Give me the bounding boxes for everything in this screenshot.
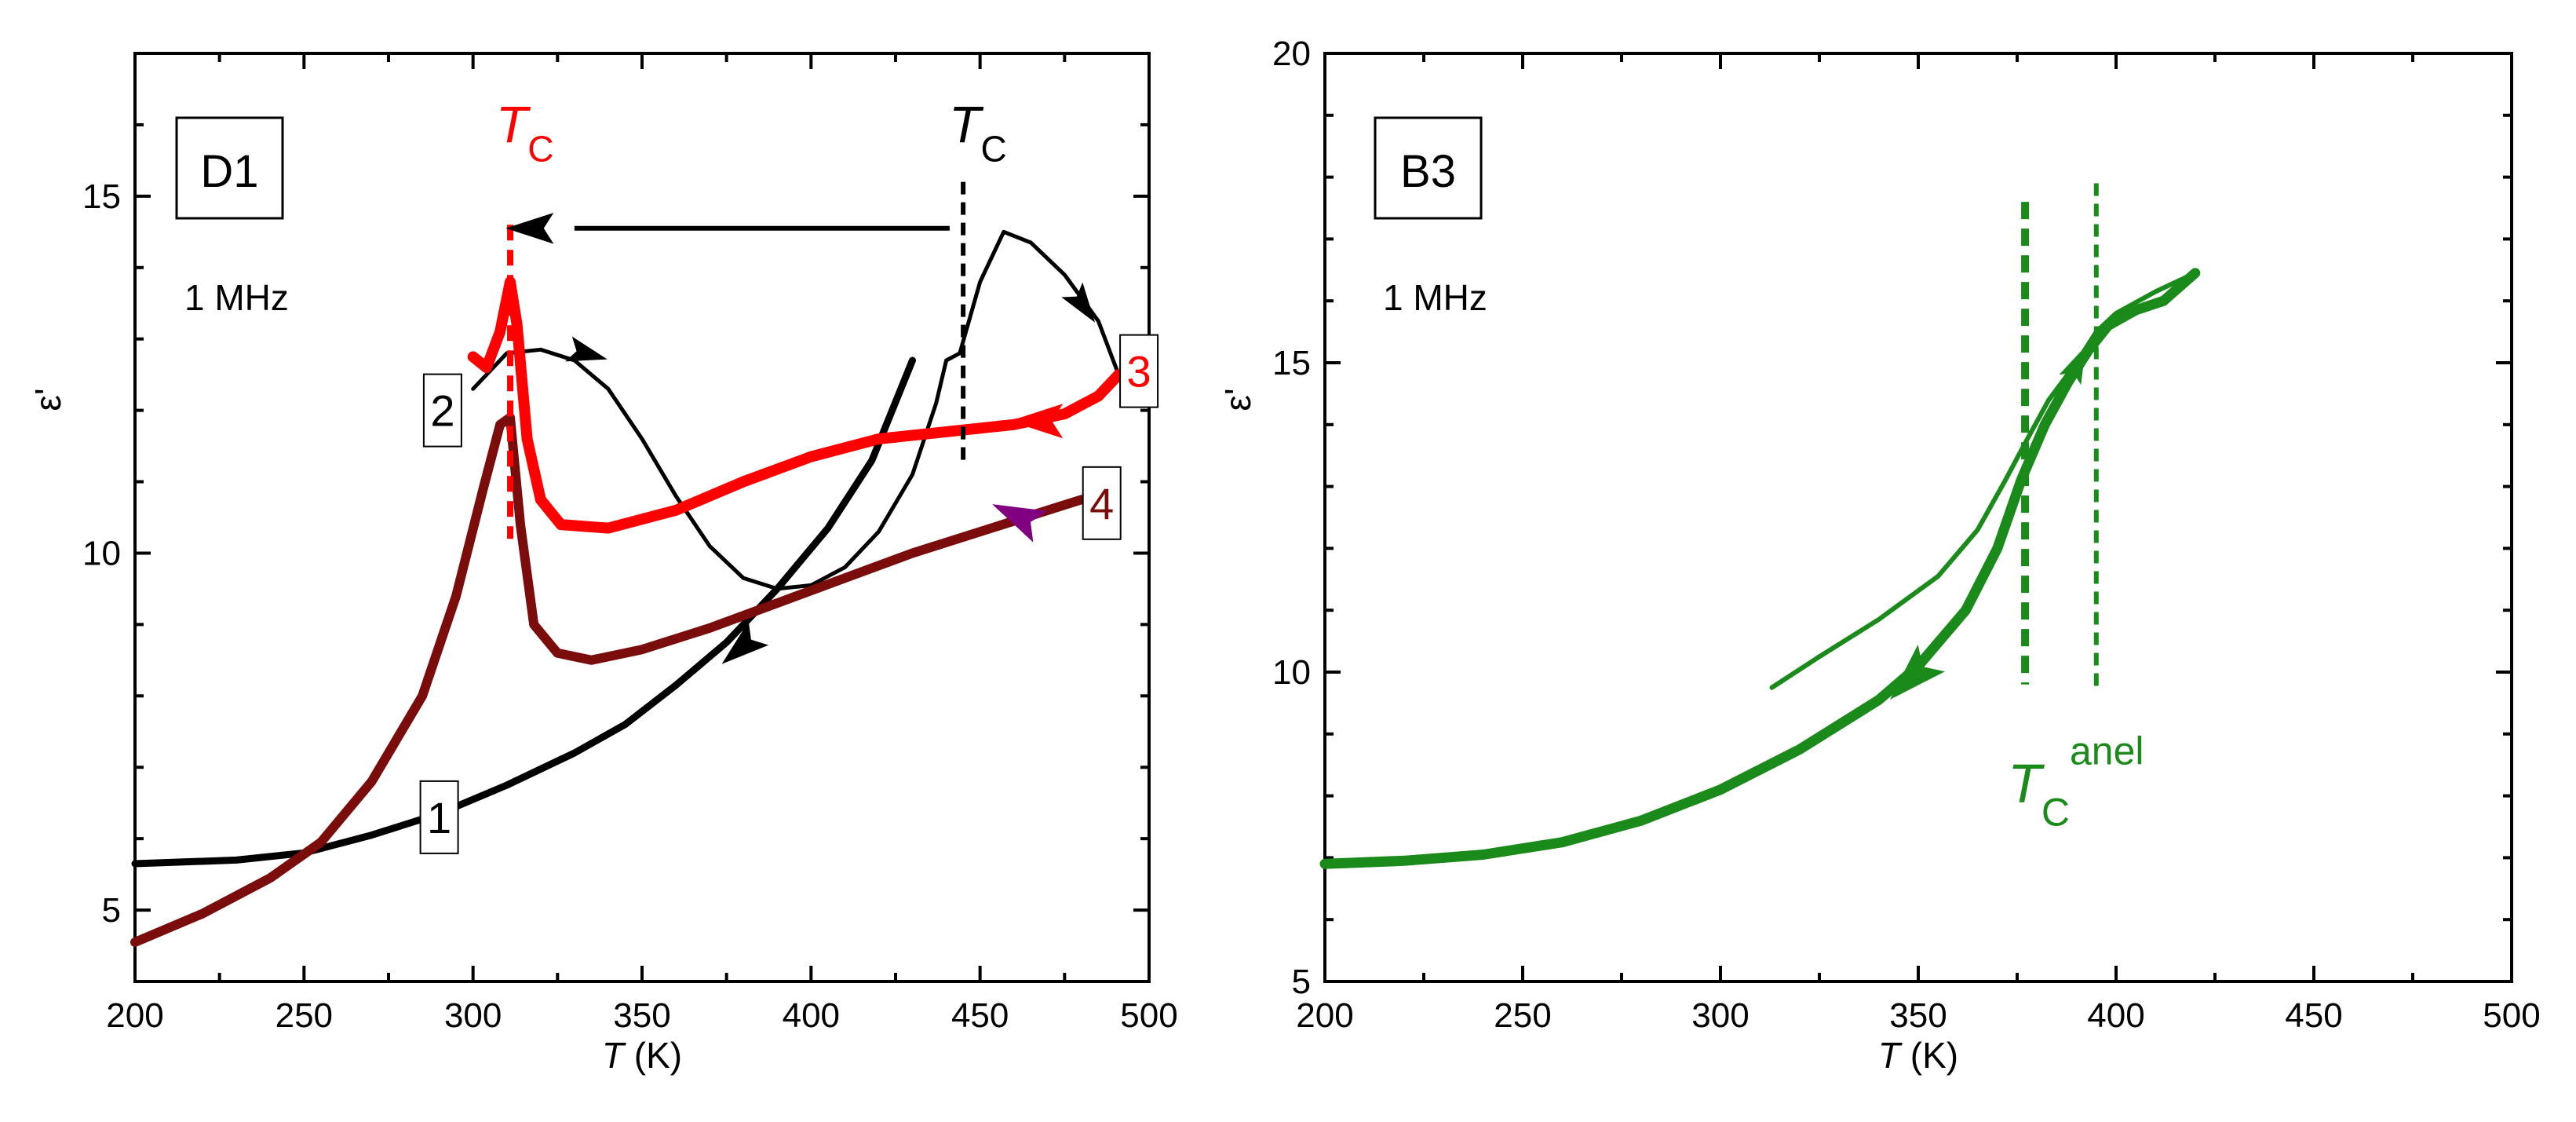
x-axis-variable: T [1878,1035,1903,1076]
x-tick-label: 300 [1691,996,1749,1035]
series-line-heating [1769,270,2198,690]
tc-label-main: T [2008,752,2045,813]
series-line-4 [130,412,1086,947]
plot-frame [1323,52,2513,983]
x-tick-label: 200 [1296,996,1353,1035]
panel-label-box [175,116,284,220]
tc-label: TC [949,96,1007,170]
x-tick-label: 200 [106,996,163,1035]
curve-2-arrowhead [565,336,608,362]
panel-label: D1 [200,146,258,197]
x-tick-label: 350 [1889,996,1947,1035]
x-tick-label: 400 [783,996,840,1035]
tc-label-sub: C [2041,790,2070,834]
x-axis-unit: (K) [1900,1035,1958,1076]
y-tick-label: 5 [102,891,121,930]
panel-label-box [1374,116,1483,220]
curve-3-arrowhead [1009,404,1064,439]
panel-b3: 200 250 300 350 400 450 500 5 10 15 20 T (K) ε' B3 1 M… [1217,35,2541,1076]
curve-label-box [419,780,459,854]
curve-label: 4 [1089,479,1114,528]
curve-label-box [422,373,462,448]
curve-label-box [1082,466,1122,540]
tc-label: TC [496,96,554,170]
panel-d1: 200 250 300 350 400 450 500 5 10 15 T (K) ε' D1 1 MHz… [27,52,1178,1076]
y-axis-label: ε' [1217,388,1258,411]
curve-1-arrowhead [721,621,769,664]
series-line-3 [467,276,1125,534]
curve-4-arrowhead [992,504,1048,543]
y-tick-label: 10 [82,534,121,572]
x-axis-label: T (K) [602,1035,682,1076]
y-tick-label: 15 [82,177,121,216]
curve-label-box [1119,334,1159,408]
series-line-2 [471,229,1121,591]
y-axis-label: ε' [27,388,68,411]
x-axis-variable: T [602,1035,626,1076]
frequency-label: 1 MHz [1383,277,1487,318]
tc-label-sub: C [980,129,1006,170]
curve-2-arrowhead-descent [1061,282,1096,323]
curve-label: 3 [1127,347,1151,397]
panel-label: B3 [1400,146,1456,197]
curve-label: 2 [430,386,454,436]
x-axis-label: T (K) [1878,1035,1958,1076]
tc-shift-arrowhead [505,213,554,244]
curve-label: 1 [427,793,451,842]
series-line-cooling [1319,268,2201,869]
x-tick-label: 450 [2285,996,2342,1035]
tc-label-main: T [496,96,531,154]
tc-label-sub: C [527,129,553,170]
x-tick-label: 300 [444,996,502,1035]
tc-anel-label: TCanel [2008,729,2144,834]
x-tick-label: 250 [275,996,333,1035]
x-tick-label: 450 [951,996,1009,1035]
y-tick-label: 20 [1272,35,1311,73]
x-tick-label: 350 [613,996,670,1035]
cooling-arrowhead [1889,645,1945,700]
x-tick-label: 400 [2087,996,2144,1035]
y-tick-label: 10 [1272,653,1311,692]
y-tick-label: 5 [1292,963,1311,1001]
x-tick-label: 500 [2483,996,2540,1035]
frequency-label: 1 MHz [184,277,289,318]
tc-label-main: T [949,96,984,154]
heating-arrowhead [2059,345,2086,386]
x-tick-label: 250 [1494,996,1551,1035]
x-tick-label: 500 [1120,996,1177,1035]
y-tick-label: 15 [1272,344,1311,382]
tc-label-sup: anel [2070,729,2144,773]
x-axis-unit: (K) [624,1035,682,1076]
